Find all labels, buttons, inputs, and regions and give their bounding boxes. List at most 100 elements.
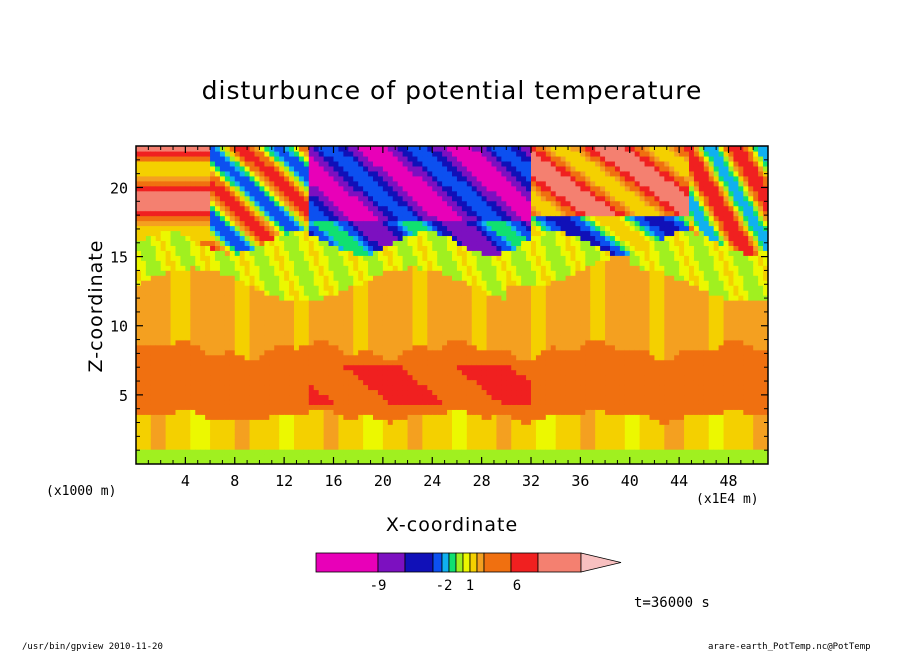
field-cell [155,454,162,460]
field-cell [368,290,374,296]
field-cell [155,160,162,167]
field-cell [185,439,191,445]
field-cell [175,185,182,192]
field-cell [170,449,177,455]
field-cell [328,374,335,381]
field-cell [303,394,310,401]
field-cell [417,175,423,182]
field-cell [358,454,364,460]
field-cell [343,309,349,316]
field-cell [422,309,428,316]
field-cell [338,439,344,445]
field-cell [249,399,256,405]
field-cell [432,185,438,192]
field-cell [150,404,157,410]
field-cell [234,359,241,366]
field-cell [407,170,414,177]
field-cell [392,384,399,391]
field-cell [150,354,157,361]
field-cell [185,225,191,232]
field-cell [412,444,419,450]
field-cell [136,404,142,410]
field-cell [190,354,196,361]
field-cell [205,384,211,391]
field-cell [481,454,488,460]
field-cell [491,409,498,415]
field-cell [392,250,399,256]
field-cell [249,235,256,242]
field-cell [185,359,191,366]
field-cell [501,230,507,237]
field-cell [417,200,423,207]
field-cell [402,349,409,356]
field-cell [264,230,270,237]
field-cell [244,344,251,351]
field-cell [348,364,354,371]
field-cell [328,146,335,152]
field-cell [150,220,157,227]
field-cell [289,160,295,167]
field-cell [496,280,502,286]
field-cell [264,275,270,281]
field-cell [333,235,340,242]
field-cell [145,444,152,450]
field-cell [432,364,438,371]
field-cell [432,290,438,296]
field-cell [506,329,512,336]
field-cell [279,305,285,311]
field-cell [456,329,463,336]
field-cell [323,305,330,311]
field-cell [377,359,384,366]
field-cell [461,424,468,430]
field-cell [136,180,142,187]
field-cell [353,309,359,316]
field-cell [303,379,310,386]
field-cell [180,349,186,356]
field-cell [284,424,290,430]
field-cell [452,454,458,460]
field-cell [274,404,280,410]
field-cell [303,454,310,460]
field-cell [466,339,473,346]
field-cell [397,459,404,464]
field-cell [407,364,414,371]
field-cell [427,235,433,242]
field-cell [481,215,488,222]
field-cell [313,300,320,306]
field-cell [264,270,270,276]
field-cell [155,449,162,455]
field-cell [496,419,502,425]
field-cell [219,414,226,420]
field-cell [466,379,473,386]
field-cell [160,165,167,172]
field-cell [328,150,335,157]
field-cell [205,319,211,326]
field-cell [219,230,226,237]
field-cell [249,404,256,410]
field-cell [234,280,241,286]
field-cell [254,379,261,386]
field-cell [205,190,211,197]
field-cell [298,404,305,410]
field-cell [358,319,364,326]
field-cell [333,260,340,266]
field-cell [160,270,167,276]
field-cell [358,439,364,445]
field-cell [407,339,414,346]
field-cell [308,170,315,177]
field-cell [175,260,182,266]
field-cell [298,220,305,227]
field-cell [249,414,256,420]
field-cell [496,270,502,276]
field-cell [422,354,428,361]
field-cell [145,235,152,242]
field-cell [219,240,226,246]
field-cell [452,444,458,450]
field-cell [397,265,404,271]
field-cell [363,369,369,376]
field-cell [224,434,231,440]
field-cell [447,424,453,430]
field-cell [397,374,404,381]
field-cell [402,329,409,336]
field-cell [313,419,320,425]
